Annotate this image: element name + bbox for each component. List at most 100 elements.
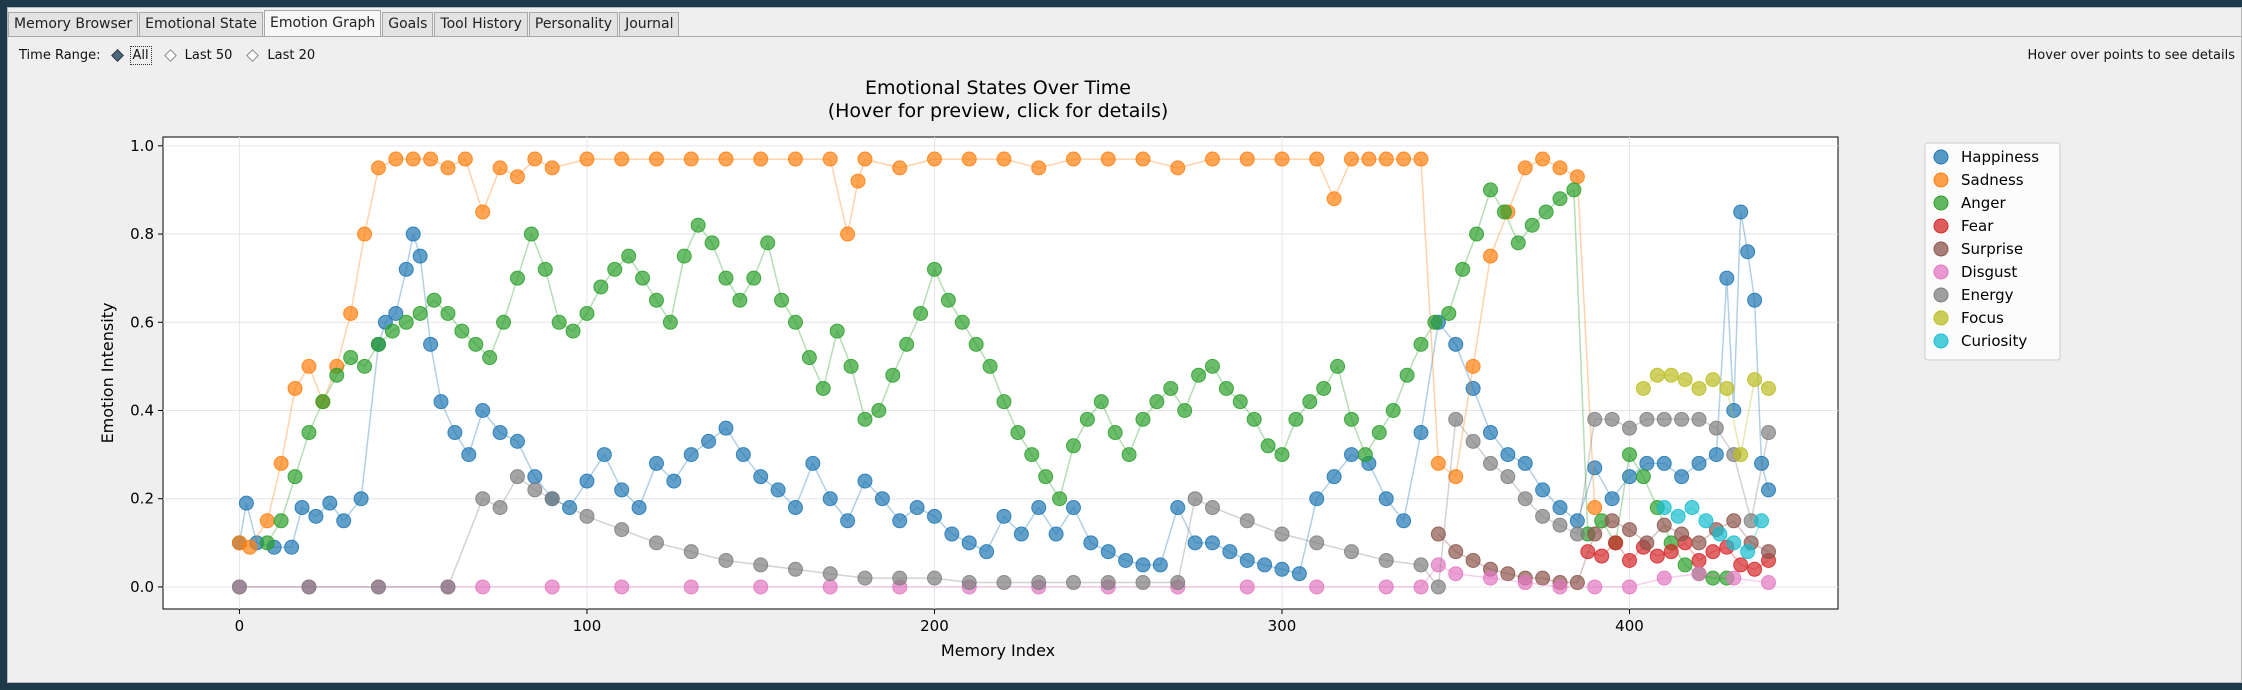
data-point[interactable]: [509, 169, 525, 185]
data-point[interactable]: [801, 350, 817, 366]
data-point[interactable]: [1587, 411, 1603, 427]
data-point[interactable]: [1760, 575, 1776, 591]
data-point[interactable]: [1482, 570, 1498, 586]
data-point[interactable]: [1413, 336, 1429, 352]
data-point[interactable]: [509, 469, 525, 485]
data-point[interactable]: [1413, 557, 1429, 573]
tab-emotional-state[interactable]: Emotional State: [139, 12, 263, 36]
data-point[interactable]: [753, 557, 769, 573]
data-point[interactable]: [1496, 204, 1512, 220]
data-point[interactable]: [1170, 160, 1186, 176]
data-point[interactable]: [496, 314, 512, 330]
data-point[interactable]: [537, 261, 553, 277]
data-point[interactable]: [1705, 570, 1721, 586]
data-point[interactable]: [1674, 469, 1690, 485]
data-point[interactable]: [1740, 544, 1756, 560]
data-point[interactable]: [1065, 438, 1081, 454]
data-point[interactable]: [805, 455, 821, 471]
data-point[interactable]: [1621, 579, 1637, 595]
data-point[interactable]: [787, 500, 803, 516]
data-point[interactable]: [996, 508, 1012, 524]
data-point[interactable]: [1430, 557, 1446, 573]
data-point[interactable]: [1309, 579, 1325, 595]
data-point[interactable]: [1413, 151, 1429, 167]
data-point[interactable]: [1149, 394, 1165, 410]
data-point[interactable]: [1316, 380, 1332, 396]
data-point[interactable]: [579, 473, 595, 489]
data-point[interactable]: [850, 173, 866, 189]
data-point[interactable]: [718, 270, 734, 286]
data-point[interactable]: [1552, 191, 1568, 207]
data-point[interactable]: [1204, 500, 1220, 516]
data-point[interactable]: [1343, 544, 1359, 560]
data-point[interactable]: [614, 151, 630, 167]
data-point[interactable]: [996, 575, 1012, 591]
data-point[interactable]: [1684, 500, 1700, 516]
data-point[interactable]: [593, 279, 609, 295]
data-point[interactable]: [1093, 394, 1109, 410]
data-point[interactable]: [1448, 544, 1464, 560]
data-point[interactable]: [1430, 455, 1446, 471]
data-point[interactable]: [840, 513, 856, 529]
data-point[interactable]: [1517, 160, 1533, 176]
data-point[interactable]: [1326, 191, 1342, 207]
data-point[interactable]: [913, 305, 929, 321]
data-point[interactable]: [1100, 151, 1116, 167]
data-point[interactable]: [1747, 372, 1763, 388]
data-point[interactable]: [544, 160, 560, 176]
data-point[interactable]: [1326, 469, 1342, 485]
radio-last-20[interactable]: Last 20: [246, 47, 317, 64]
data-point[interactable]: [648, 535, 664, 551]
data-point[interactable]: [1482, 455, 1498, 471]
data-point[interactable]: [1396, 151, 1412, 167]
data-point[interactable]: [718, 151, 734, 167]
data-point[interactable]: [353, 491, 369, 507]
radio-unselected-icon[interactable]: [246, 48, 260, 62]
data-point[interactable]: [1535, 508, 1551, 524]
data-point[interactable]: [301, 425, 317, 441]
data-point[interactable]: [1587, 579, 1603, 595]
data-point[interactable]: [1118, 552, 1134, 568]
data-point[interactable]: [1274, 447, 1290, 463]
data-point[interactable]: [648, 292, 664, 308]
data-point[interactable]: [398, 261, 414, 277]
data-point[interactable]: [648, 151, 664, 167]
data-point[interactable]: [1552, 160, 1568, 176]
data-point[interactable]: [1656, 411, 1672, 427]
data-point[interactable]: [1361, 151, 1377, 167]
data-point[interactable]: [1569, 169, 1585, 185]
data-point[interactable]: [1726, 535, 1742, 551]
data-point[interactable]: [1482, 248, 1498, 264]
data-point[interactable]: [926, 151, 942, 167]
data-point[interactable]: [1569, 513, 1585, 529]
data-point[interactable]: [732, 292, 748, 308]
data-point[interactable]: [343, 350, 359, 366]
data-point[interactable]: [822, 566, 838, 582]
data-point[interactable]: [1031, 500, 1047, 516]
tab-personality[interactable]: Personality: [528, 12, 619, 36]
data-point[interactable]: [1260, 438, 1276, 454]
data-point[interactable]: [1587, 526, 1603, 542]
data-point[interactable]: [1204, 151, 1220, 167]
data-point[interactable]: [1663, 367, 1679, 383]
data-point[interactable]: [1191, 367, 1207, 383]
data-point[interactable]: [718, 552, 734, 568]
data-point[interactable]: [760, 235, 776, 251]
data-point[interactable]: [1257, 557, 1273, 573]
data-point[interactable]: [1218, 380, 1234, 396]
data-point[interactable]: [1524, 217, 1540, 233]
data-point[interactable]: [1135, 575, 1151, 591]
data-point[interactable]: [1187, 491, 1203, 507]
data-point[interactable]: [1302, 394, 1318, 410]
data-point[interactable]: [1031, 160, 1047, 176]
data-point[interactable]: [683, 151, 699, 167]
data-point[interactable]: [968, 336, 984, 352]
data-point[interactable]: [1733, 447, 1749, 463]
data-point[interactable]: [1469, 226, 1485, 242]
data-point[interactable]: [1010, 425, 1026, 441]
data-point[interactable]: [1604, 411, 1620, 427]
data-point[interactable]: [579, 151, 595, 167]
data-point[interactable]: [475, 579, 491, 595]
data-point[interactable]: [336, 513, 352, 529]
data-point[interactable]: [1552, 579, 1568, 595]
